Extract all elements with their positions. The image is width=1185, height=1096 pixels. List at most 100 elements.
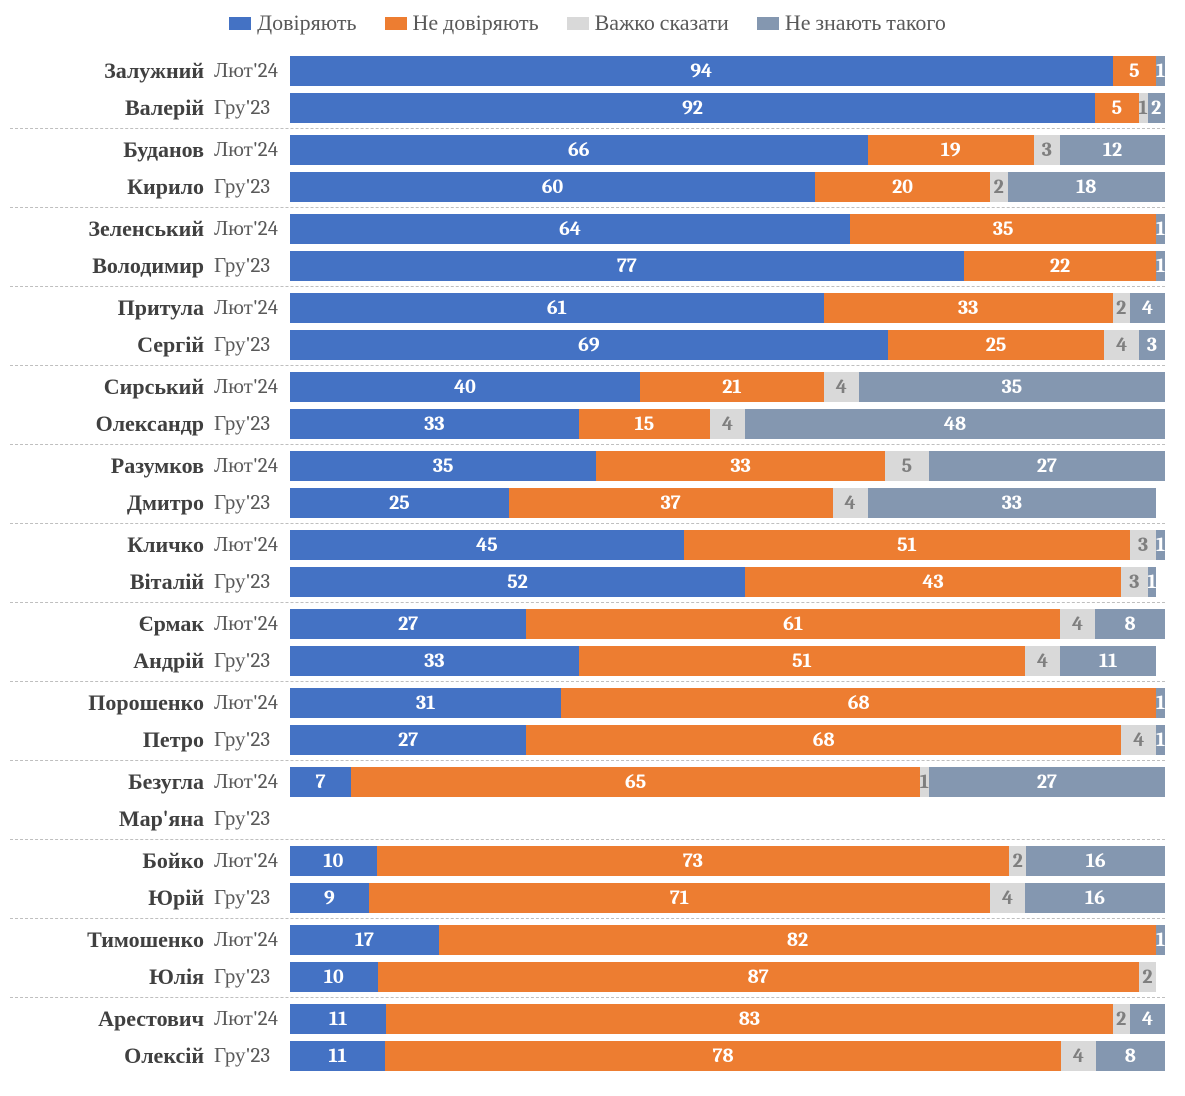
person-name-line: Кирило [10, 174, 210, 200]
bar-segment: 17 [290, 925, 439, 955]
bar-segment: 68 [561, 688, 1156, 718]
bar-value-label: 17 [355, 928, 374, 951]
bar-segment: 45 [290, 530, 684, 560]
bar-segment: 52 [290, 567, 745, 597]
bar-value-label: 33 [958, 296, 978, 319]
period-label: Лют'24 [210, 769, 290, 794]
bar-segment: 10 [290, 962, 378, 992]
bar-value-label: 16 [1086, 849, 1106, 872]
bar-value-label: 68 [813, 728, 835, 751]
bar-segment: 33 [824, 293, 1113, 323]
bar-segment: 35 [859, 372, 1165, 402]
bar-segment: 1 [1148, 567, 1157, 597]
bar-value-label: 92 [682, 96, 703, 119]
bar-segment: 4 [1025, 646, 1060, 676]
bar-value-label: 8 [1125, 1044, 1136, 1067]
bar-value-label: 5 [1129, 59, 1139, 82]
bar-segment: 61 [290, 293, 824, 323]
bar-value-label: 1 [1156, 217, 1165, 240]
bar-value-label: 27 [398, 728, 418, 751]
bar-segment: 20 [815, 172, 990, 202]
chart-row: ВалерійГру'2392512 [10, 89, 1165, 126]
bar-value-label: 61 [547, 296, 567, 319]
bar-value-label: 77 [617, 254, 637, 277]
bar-value-label: 12 [1103, 138, 1122, 161]
bar-value-label: 27 [1037, 454, 1057, 477]
bar-segment: 1 [1156, 688, 1165, 718]
person-group: ПритулаЛют'24613324СергійГру'23692543 [10, 287, 1165, 366]
bar-track: 276841 [290, 725, 1165, 755]
bar-value-label: 35 [993, 217, 1014, 240]
bar-segment: 94 [290, 56, 1113, 86]
period-label: Гру'23 [210, 95, 290, 120]
chart-legend: ДовіряютьНе довіряютьВажко сказатиНе зна… [10, 10, 1165, 36]
period-label: Гру'23 [210, 1043, 290, 1068]
bar-segment: 33 [868, 488, 1157, 518]
bar-track: 6619312 [290, 135, 1165, 165]
bar-value-label: 2 [1151, 96, 1161, 119]
bar-segment: 2 [1139, 962, 1157, 992]
bar-segment: 27 [929, 767, 1165, 797]
bar-track: 3351411 [290, 646, 1165, 676]
bar-track: 10 87 2 [290, 962, 1165, 992]
bar-segment: 4 [833, 488, 868, 518]
period-label: Лют'24 [210, 374, 290, 399]
period-label: Гру'23 [210, 885, 290, 910]
bar-segment: 21 [640, 372, 824, 402]
bar-segment: 4 [1130, 1004, 1165, 1034]
bar-segment: 22 [964, 251, 1157, 281]
bar-segment: 4 [1121, 725, 1156, 755]
bar-value-label: 4 [844, 491, 855, 514]
legend-label: Не довіряють [413, 10, 539, 36]
legend-swatch [757, 17, 779, 30]
bar-value-label: 64 [559, 217, 581, 240]
chart-row: ЮліяГру'2310872 [10, 958, 1165, 995]
bar-segment: 51 [684, 530, 1130, 560]
bar-value-label: 5 [902, 454, 912, 477]
bar-value-label: 3 [1042, 138, 1052, 161]
person-name-line: Петро [10, 727, 210, 753]
bar-track: 4021435 [290, 372, 1165, 402]
bar-segment: 10 [290, 846, 377, 876]
bar-segment: 2 [1113, 293, 1131, 323]
bar-segment: 82 [439, 925, 1157, 955]
trust-bar-chart: ДовіряютьНе довіряютьВажко сказатиНе зна… [0, 0, 1185, 1096]
chart-row: КличкоЛют'24455131 [10, 526, 1165, 563]
bar-segment: 11 [1060, 646, 1156, 676]
bar-segment: 8 [1096, 1041, 1165, 1071]
bar-value-label: 1 [1148, 570, 1157, 593]
person-group: ПорошенкоЛют'2431681ПетроГру'23276841 [10, 682, 1165, 761]
bar-value-label: 1 [1156, 533, 1165, 556]
bar-value-label: 3 [1147, 333, 1157, 356]
person-name-line: Валерій [10, 95, 210, 121]
bar-segment: 1 [1156, 56, 1165, 86]
person-group: БойкоЛют'241073216ЮрійГру'23971416 [10, 840, 1165, 919]
bar-track: 31681 [290, 688, 1165, 718]
person-name-line: Олексій [10, 1043, 210, 1069]
bar-segment: 60 [290, 172, 815, 202]
bar-value-label: 1 [1156, 928, 1165, 951]
chart-row: РазумковЛют'243533527 [10, 447, 1165, 484]
bar-segment: 66 [290, 135, 868, 165]
bar-segment: 9 [290, 883, 369, 913]
bar-segment: 5 [1095, 93, 1139, 123]
person-name-line: Порошенко [10, 690, 210, 716]
bar-value-label: 35 [1002, 375, 1023, 398]
bar-value-label: 18 [1076, 175, 1096, 198]
bar-value-label: 4 [1073, 1044, 1084, 1067]
bar-segment: 5 [885, 451, 929, 481]
bar-value-label: 33 [1002, 491, 1022, 514]
chart-row: БойкоЛют'241073216 [10, 842, 1165, 879]
bar-segment: 64 [290, 214, 850, 244]
bar-value-label: 4 [836, 375, 847, 398]
person-name-line: Буданов [10, 137, 210, 163]
bar-track: 3315448 [290, 409, 1165, 439]
bar-value-label: 65 [625, 770, 646, 793]
person-group: РазумковЛют'243533527ДмитроГру'232537433 [10, 445, 1165, 524]
person-name-line: Притула [10, 295, 210, 321]
period-label: Гру'23 [210, 806, 290, 831]
bar-value-label: 87 [748, 965, 769, 988]
bar-segment: 33 [290, 409, 579, 439]
bar-segment: 61 [526, 609, 1060, 639]
bar-segment: 43 [745, 567, 1121, 597]
